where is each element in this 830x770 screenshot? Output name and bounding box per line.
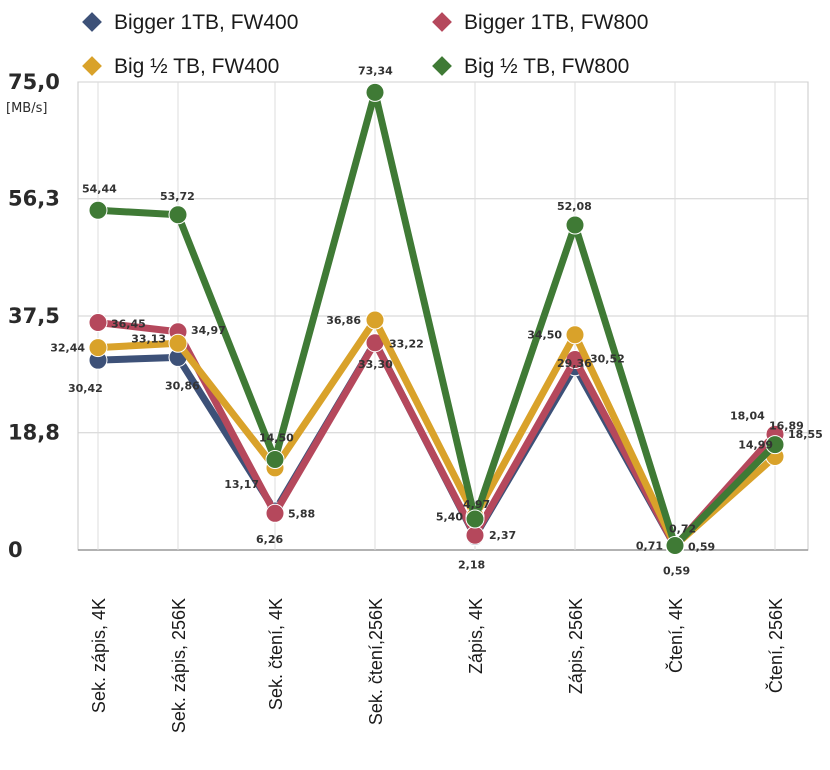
legend-marker — [82, 12, 102, 32]
x-tick-label: Zápis, 4K — [466, 598, 486, 674]
data-label: 30,42 — [68, 382, 103, 395]
legend-item: Big ½ TB, FW800 — [432, 55, 629, 78]
data-label: 0,59 — [663, 564, 690, 577]
y-tick-label: 56,3 — [8, 187, 60, 211]
x-tick-label: Sek. čtení,256K — [366, 598, 386, 725]
legend-label: Bigger 1TB, FW400 — [114, 11, 298, 34]
legend-label: Bigger 1TB, FW800 — [464, 11, 648, 34]
x-tick-label: Sek. zápis, 4K — [89, 598, 109, 713]
x-tick-label: Zápis, 256K — [566, 598, 586, 694]
legend-item: Big ½ TB, FW400 — [82, 55, 279, 78]
data-point — [465, 509, 485, 529]
data-label: 52,08 — [557, 200, 592, 213]
x-tick-label: Čtení, 4K — [665, 598, 686, 673]
data-label: 6,26 — [256, 533, 283, 546]
y-tick-label: 75,0 — [8, 70, 60, 94]
data-label: 16,89 — [769, 420, 804, 433]
x-tick-label: Čtení, 256K — [765, 598, 786, 693]
data-labels: 30,42 30,86 6,26 33,30 2,18 29,36 0,59 18,04 36,… — [50, 64, 823, 577]
data-label: 18,55 — [788, 428, 823, 441]
legend-item: Bigger 1TB, FW400 — [82, 11, 298, 34]
data-point — [168, 205, 188, 225]
data-point — [168, 333, 188, 353]
data-label: 36,45 — [111, 318, 146, 331]
legend-marker — [432, 56, 452, 76]
data-label: 33,30 — [358, 358, 393, 371]
y-tick-label: 18,8 — [8, 421, 60, 445]
y-axis-label: [MB/s] — [6, 101, 47, 116]
data-label: 30,86 — [165, 379, 200, 392]
data-label: 34,97 — [191, 324, 226, 337]
data-point — [365, 310, 385, 330]
data-label: 30,52 — [590, 353, 625, 366]
legend-item: Bigger 1TB, FW800 — [432, 11, 648, 34]
data-label: 34,50 — [527, 329, 562, 342]
data-label: 73,34 — [358, 64, 393, 77]
data-point — [765, 435, 785, 455]
x-tick-label: Sek. zápis, 256K — [169, 598, 189, 733]
legend-marker — [82, 56, 102, 76]
data-label: 0,71 — [636, 540, 663, 553]
data-point — [565, 325, 585, 345]
data-label: 33,22 — [389, 338, 424, 351]
data-point — [665, 536, 685, 556]
y-tick-label: 37,5 — [8, 304, 60, 328]
data-point — [88, 200, 108, 220]
data-label: 4,97 — [463, 498, 490, 511]
data-point — [88, 313, 108, 333]
data-label: 0,59 — [688, 540, 715, 553]
data-point — [88, 338, 108, 358]
series-line — [94, 316, 779, 550]
data-label: 53,72 — [160, 190, 195, 203]
data-point — [465, 525, 485, 545]
data-label: 13,17 — [224, 478, 259, 491]
data-point — [265, 450, 285, 470]
data-label: 14,99 — [738, 438, 773, 451]
y-tick-label: 0 — [8, 538, 23, 562]
data-label: 32,44 — [50, 342, 85, 355]
data-point — [365, 82, 385, 102]
data-point — [265, 503, 285, 523]
x-tick-label: Sek. čtení, 4K — [266, 598, 286, 710]
plot-area — [88, 82, 785, 556]
data-label: 5,40 — [436, 510, 463, 523]
data-label: 29,36 — [557, 357, 592, 370]
data-label: 54,44 — [82, 182, 117, 195]
series — [88, 82, 785, 556]
legend: Bigger 1TB, FW400 Bigger 1TB, FW800 Big ½ … — [82, 11, 648, 78]
data-label: 14,50 — [259, 432, 294, 445]
data-label: 36,86 — [326, 314, 361, 327]
data-label: 2,37 — [489, 529, 516, 542]
data-point — [565, 215, 585, 235]
legend-label: Big ½ TB, FW400 — [114, 55, 279, 78]
series-line — [94, 88, 779, 550]
data-label: 18,04 — [730, 409, 765, 422]
legend-marker — [432, 12, 452, 32]
data-label: 2,18 — [458, 558, 485, 571]
data-label: 33,13 — [131, 332, 166, 345]
data-label: 0,72 — [669, 523, 696, 536]
legend-label: Big ½ TB, FW800 — [464, 55, 629, 78]
data-label: 5,88 — [288, 507, 315, 520]
